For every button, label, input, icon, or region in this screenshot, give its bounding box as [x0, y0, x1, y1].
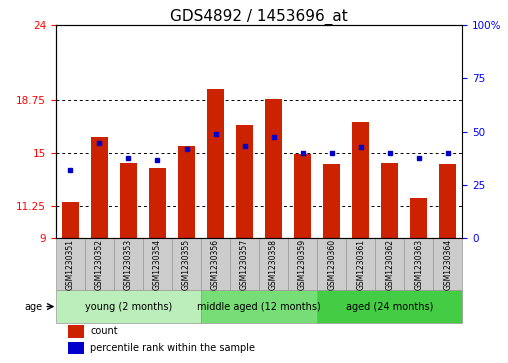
Bar	[56, 290, 201, 323]
Text: young (2 months): young (2 months)	[85, 302, 172, 311]
Bar	[236, 125, 253, 238]
Bar	[294, 154, 311, 238]
Bar	[259, 238, 288, 290]
Bar	[91, 137, 108, 238]
Text: age: age	[25, 302, 43, 311]
Bar	[404, 238, 433, 290]
Bar	[68, 342, 84, 354]
Bar	[178, 146, 195, 238]
Text: percentile rank within the sample: percentile rank within the sample	[90, 343, 256, 353]
Text: GSM1230354: GSM1230354	[153, 238, 162, 290]
Text: GSM1230359: GSM1230359	[298, 238, 307, 290]
Bar	[323, 164, 340, 238]
Text: GSM1230361: GSM1230361	[356, 238, 365, 290]
Text: GSM1230352: GSM1230352	[95, 238, 104, 290]
Text: GSM1230355: GSM1230355	[182, 238, 191, 290]
Bar	[61, 202, 79, 238]
Bar	[410, 198, 427, 238]
Text: GSM1230363: GSM1230363	[414, 238, 423, 290]
Bar	[317, 290, 462, 323]
Bar	[375, 238, 404, 290]
Bar	[201, 238, 230, 290]
Text: middle aged (12 months): middle aged (12 months)	[197, 302, 321, 311]
Text: GSM1230356: GSM1230356	[211, 238, 220, 290]
Bar	[288, 238, 317, 290]
Title: GDS4892 / 1453696_at: GDS4892 / 1453696_at	[170, 9, 348, 25]
Text: GSM1230358: GSM1230358	[269, 238, 278, 290]
Text: aged (24 months): aged (24 months)	[346, 302, 433, 311]
Bar	[352, 122, 369, 238]
Text: GSM1230353: GSM1230353	[124, 238, 133, 290]
Bar	[433, 238, 462, 290]
Text: GSM1230364: GSM1230364	[443, 238, 452, 290]
Text: GSM1230360: GSM1230360	[327, 238, 336, 290]
Bar	[439, 164, 457, 238]
Bar	[201, 290, 317, 323]
Bar	[85, 238, 114, 290]
Bar	[207, 89, 224, 238]
Bar	[56, 238, 85, 290]
Text: GSM1230351: GSM1230351	[66, 238, 75, 290]
Bar	[114, 238, 143, 290]
Bar	[346, 238, 375, 290]
Bar	[381, 163, 398, 238]
Bar	[120, 163, 137, 238]
Bar	[68, 325, 84, 338]
Bar	[149, 168, 166, 238]
Text: GSM1230362: GSM1230362	[385, 238, 394, 290]
Bar	[230, 238, 259, 290]
Bar	[172, 238, 201, 290]
Text: count: count	[90, 326, 118, 336]
Text: GSM1230357: GSM1230357	[240, 238, 249, 290]
Bar	[317, 238, 346, 290]
Bar	[265, 99, 282, 238]
Bar	[143, 238, 172, 290]
